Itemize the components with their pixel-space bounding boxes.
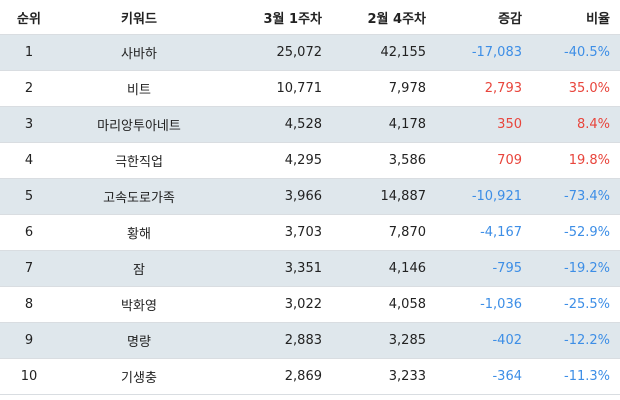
table-row: 2 비트 10,771 7,978 2,793 35.0%: [0, 70, 620, 107]
change-cell: 709: [436, 142, 532, 179]
keyword-cell: 황해: [58, 214, 220, 251]
ratio-cell: 8.4%: [532, 106, 620, 143]
keyword-cell: 비트: [58, 70, 220, 107]
ratio-cell: -40.5%: [532, 34, 620, 71]
table-row: 6 황해 3,703 7,870 -4,167 -52.9%: [0, 214, 620, 251]
feb-week4-cell: 3,285: [332, 322, 436, 359]
change-cell: -10,921: [436, 178, 532, 215]
rank-cell: 1: [0, 34, 58, 71]
keyword-cell: 기생충: [58, 358, 220, 395]
feb-week4-cell: 7,870: [332, 214, 436, 251]
table-header: 순위 키워드 3월 1주차 2월 4주차 증감 비율: [0, 0, 620, 35]
ratio-cell: -73.4%: [532, 178, 620, 215]
ratio-cell: 35.0%: [532, 70, 620, 107]
feb-week4-cell: 4,058: [332, 286, 436, 323]
march-week1-cell: 10,771: [220, 70, 332, 107]
march-week1-cell: 4,528: [220, 106, 332, 143]
table-row: 8 박화영 3,022 4,058 -1,036 -25.5%: [0, 286, 620, 323]
rank-cell: 10: [0, 358, 58, 395]
march-week1-cell: 25,072: [220, 34, 332, 71]
feb-week4-cell: 4,178: [332, 106, 436, 143]
change-cell: -402: [436, 322, 532, 359]
ratio-cell: -25.5%: [532, 286, 620, 323]
change-cell: -4,167: [436, 214, 532, 251]
change-cell: -1,036: [436, 286, 532, 323]
header-march-week1: 3월 1주차: [220, 0, 332, 35]
march-week1-cell: 3,966: [220, 178, 332, 215]
feb-week4-cell: 3,586: [332, 142, 436, 179]
change-cell: -364: [436, 358, 532, 395]
march-week1-cell: 3,351: [220, 250, 332, 287]
header-ratio: 비율: [532, 0, 620, 35]
keyword-cell: 극한직업: [58, 142, 220, 179]
header-rank: 순위: [0, 0, 58, 35]
header-keyword: 키워드: [58, 0, 220, 35]
rank-cell: 9: [0, 322, 58, 359]
feb-week4-cell: 14,887: [332, 178, 436, 215]
keyword-cell: 잠: [58, 250, 220, 287]
table-row: 7 잠 3,351 4,146 -795 -19.2%: [0, 250, 620, 287]
keyword-cell: 고속도로가족: [58, 178, 220, 215]
keyword-cell: 사바하: [58, 34, 220, 71]
header-feb-week4: 2월 4주차: [332, 0, 436, 35]
rank-cell: 3: [0, 106, 58, 143]
march-week1-cell: 2,883: [220, 322, 332, 359]
rank-cell: 7: [0, 250, 58, 287]
header-change: 증감: [436, 0, 532, 35]
feb-week4-cell: 7,978: [332, 70, 436, 107]
feb-week4-cell: 42,155: [332, 34, 436, 71]
ratio-cell: -11.3%: [532, 358, 620, 395]
feb-week4-cell: 3,233: [332, 358, 436, 395]
march-week1-cell: 4,295: [220, 142, 332, 179]
rank-cell: 6: [0, 214, 58, 251]
table-row: 3 마리앙투아네트 4,528 4,178 350 8.4%: [0, 106, 620, 143]
table-body: 1 사바하 25,072 42,155 -17,083 -40.5% 2 비트 …: [0, 34, 620, 395]
rank-cell: 8: [0, 286, 58, 323]
change-cell: -795: [436, 250, 532, 287]
ratio-cell: -52.9%: [532, 214, 620, 251]
march-week1-cell: 3,022: [220, 286, 332, 323]
march-week1-cell: 2,869: [220, 358, 332, 395]
change-cell: 2,793: [436, 70, 532, 107]
march-week1-cell: 3,703: [220, 214, 332, 251]
keyword-cell: 마리앙투아네트: [58, 106, 220, 143]
table-row: 1 사바하 25,072 42,155 -17,083 -40.5%: [0, 34, 620, 71]
change-cell: 350: [436, 106, 532, 143]
keyword-cell: 명량: [58, 322, 220, 359]
table-row: 4 극한직업 4,295 3,586 709 19.8%: [0, 142, 620, 179]
ratio-cell: -19.2%: [532, 250, 620, 287]
table-row: 9 명량 2,883 3,285 -402 -12.2%: [0, 322, 620, 359]
table-row: 5 고속도로가족 3,966 14,887 -10,921 -73.4%: [0, 178, 620, 215]
ratio-cell: 19.8%: [532, 142, 620, 179]
ratio-cell: -12.2%: [532, 322, 620, 359]
change-cell: -17,083: [436, 34, 532, 71]
rank-cell: 2: [0, 70, 58, 107]
table-row: 10 기생충 2,869 3,233 -364 -11.3%: [0, 358, 620, 395]
rank-cell: 5: [0, 178, 58, 215]
feb-week4-cell: 4,146: [332, 250, 436, 287]
rank-cell: 4: [0, 142, 58, 179]
header-row: 순위 키워드 3월 1주차 2월 4주차 증감 비율: [0, 0, 620, 35]
keyword-cell: 박화영: [58, 286, 220, 323]
